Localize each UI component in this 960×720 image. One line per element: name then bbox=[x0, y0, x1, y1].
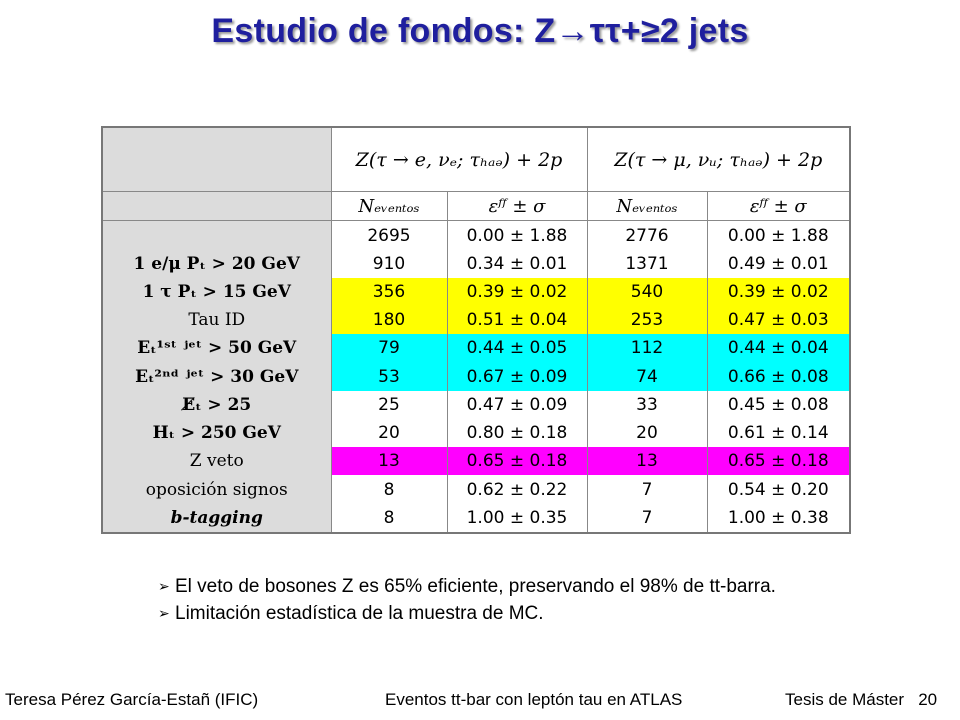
efficiency-cell: 0.47 ± 0.09 bbox=[446, 390, 587, 419]
event-count-cell: 910 bbox=[330, 249, 447, 278]
event-count-cell: 33 bbox=[586, 390, 707, 419]
event-count-cell: 7 bbox=[586, 475, 707, 504]
event-count-cell: 20 bbox=[586, 418, 707, 448]
efficiency-cell: 0.65 ± 0.18 bbox=[706, 447, 851, 476]
table-row: E̸ₜ > 25 25 0.47 ± 0.09 33 0.45 ± 0.08 bbox=[101, 390, 851, 419]
cut-label: oposición signos bbox=[101, 475, 331, 504]
efficiency-cell: 0.51 ± 0.04 bbox=[446, 306, 587, 335]
event-count-cell: 8 bbox=[330, 503, 447, 533]
event-count-cell: 13 bbox=[586, 447, 707, 476]
arrow-bullet-icon: ➢ bbox=[158, 578, 170, 594]
efficiency-cell: 0.66 ± 0.08 bbox=[706, 362, 851, 391]
event-count-cell: 112 bbox=[586, 334, 707, 363]
efficiency-cell: 0.39 ± 0.02 bbox=[706, 277, 851, 307]
table-corner-cell bbox=[101, 191, 331, 222]
efficiency-cell: 0.49 ± 0.01 bbox=[706, 249, 851, 278]
n-events-header-mu: Nₑᵥₑₙₜₒₛ bbox=[586, 191, 707, 222]
table-row: 1 e/μ Pₜ > 20 GeV 910 0.34 ± 0.01 1371 0.49 … bbox=[101, 249, 851, 278]
footer-page-number: 20 bbox=[918, 690, 938, 709]
table-header-columns: Nₑᵥₑₙₜₒₛ εᶠᶠ ± σ Nₑᵥₑₙₜₒₛ εᶠᶠ ± σ bbox=[101, 191, 851, 222]
bullet-list: ➢ El veto de bosones Z es 65% eficiente, … bbox=[158, 573, 878, 627]
efficiency-cell: 0.80 ± 0.18 bbox=[446, 418, 587, 448]
slide-title: Estudio de fondos: Z→ττ+≥2 jets bbox=[211, 12, 749, 50]
event-count-cell: 253 bbox=[586, 306, 707, 335]
n-events-header-e: Nₑᵥₑₙₜₒₛ bbox=[330, 191, 447, 222]
table-row: Tau ID 180 0.51 ± 0.04 253 0.47 ± 0.03 bbox=[101, 306, 851, 335]
footer-thesis: Tesis de Máster 20 bbox=[785, 690, 937, 710]
efficiency-cell: 0.44 ± 0.04 bbox=[706, 334, 851, 363]
cut-label: Z veto bbox=[101, 447, 331, 476]
efficiency-cell: 0.54 ± 0.20 bbox=[706, 475, 851, 504]
bullet-text: Limitación estadística de la muestra de … bbox=[175, 603, 544, 624]
efficiency-cell: 0.45 ± 0.08 bbox=[706, 390, 851, 419]
efficiency-cell: 0.65 ± 0.18 bbox=[446, 447, 587, 476]
table-corner-cell bbox=[101, 127, 331, 193]
cut-label: b-tagging bbox=[101, 503, 331, 533]
efficiency-cell: 0.39 ± 0.02 bbox=[446, 277, 587, 307]
table-row: Eₜ¹ˢᵗ ʲᵉᵗ > 50 GeV 79 0.44 ± 0.05 112 0.44 ±… bbox=[101, 334, 851, 363]
efficiency-cell: 0.44 ± 0.05 bbox=[446, 334, 587, 363]
event-count-cell: 2695 bbox=[330, 220, 447, 250]
event-count-cell: 13 bbox=[330, 447, 447, 476]
channel-e-header: Z(τ → e, νₑ; τₕₐₔ) + 2p bbox=[330, 127, 587, 193]
table-row: b-tagging 8 1.00 ± 0.35 7 1.00 ± 0.38 bbox=[101, 503, 851, 533]
efficiency-header-mu: εᶠᶠ ± σ bbox=[706, 191, 851, 222]
cut-label: E̸ₜ > 25 bbox=[101, 390, 331, 419]
event-count-cell: 74 bbox=[586, 362, 707, 391]
efficiency-cell: 0.61 ± 0.14 bbox=[706, 418, 851, 448]
event-count-cell: 2776 bbox=[586, 220, 707, 250]
event-count-cell: 356 bbox=[330, 277, 447, 307]
channel-mu-header: Z(τ → μ, νᵤ; τₕₐₔ) + 2p bbox=[586, 127, 851, 193]
table-row: 1 τ Pₜ > 15 GeV 356 0.39 ± 0.02 540 0.39 ± 0… bbox=[101, 277, 851, 307]
event-count-cell: 1371 bbox=[586, 249, 707, 278]
event-count-cell: 20 bbox=[330, 418, 447, 448]
cut-label: 1 τ Pₜ > 15 GeV bbox=[101, 277, 331, 307]
table-header-channels: Z(τ → e, νₑ; τₕₐₔ) + 2p Z(τ → μ, νᵤ; τₕₐ… bbox=[101, 127, 851, 193]
event-count-cell: 540 bbox=[586, 277, 707, 307]
table-row: Z veto 13 0.65 ± 0.18 13 0.65 ± 0.18 bbox=[101, 447, 851, 476]
efficiency-header-e: εᶠᶠ ± σ bbox=[446, 191, 587, 222]
event-count-cell: 180 bbox=[330, 306, 447, 335]
footer-thesis-label: Tesis de Máster bbox=[785, 690, 905, 709]
cut-label: Hₜ > 250 GeV bbox=[101, 418, 331, 448]
bullet-text: El veto de bosones Z es 65% eficiente, p… bbox=[175, 576, 776, 597]
arrow-bullet-icon: ➢ bbox=[158, 605, 170, 621]
cut-label: Tau ID bbox=[101, 306, 331, 335]
efficiency-cell: 0.62 ± 0.22 bbox=[446, 475, 587, 504]
efficiency-cell: 1.00 ± 0.35 bbox=[446, 503, 587, 533]
efficiency-cell: 0.00 ± 1.88 bbox=[446, 220, 587, 250]
efficiency-cell: 0.67 ± 0.09 bbox=[446, 362, 587, 391]
cut-label: Eₜ²ⁿᵈ ʲᵉᵗ > 30 GeV bbox=[101, 362, 331, 391]
cut-label: 1 e/μ Pₜ > 20 GeV bbox=[101, 249, 331, 278]
event-count-cell: 25 bbox=[330, 390, 447, 419]
table-row: Eₜ²ⁿᵈ ʲᵉᵗ > 30 GeV 53 0.67 ± 0.09 74 0.66 ± … bbox=[101, 362, 851, 391]
event-count-cell: 53 bbox=[330, 362, 447, 391]
cut-label: Eₜ¹ˢᵗ ʲᵉᵗ > 50 GeV bbox=[101, 334, 331, 363]
event-count-cell: 7 bbox=[586, 503, 707, 533]
footer-topic: Eventos tt-bar con leptón tau en ATLAS bbox=[385, 690, 683, 709]
cut-label bbox=[101, 220, 331, 250]
cutflow-table: Z(τ → e, νₑ; τₕₐₔ) + 2p Z(τ → μ, νᵤ; τₕₐ… bbox=[101, 126, 852, 534]
efficiency-cell: 0.34 ± 0.01 bbox=[446, 249, 587, 278]
event-count-cell: 8 bbox=[330, 475, 447, 504]
efficiency-cell: 0.47 ± 0.03 bbox=[706, 306, 851, 335]
efficiency-cell: 1.00 ± 0.38 bbox=[706, 503, 851, 533]
table-row: oposición signos 8 0.62 ± 0.22 7 0.54 ± 0.20 bbox=[101, 475, 851, 504]
bullet-item: ➢ Limitación estadística de la muestra de… bbox=[158, 600, 878, 627]
table-row: Hₜ > 250 GeV 20 0.80 ± 0.18 20 0.61 ± 0.14 bbox=[101, 418, 851, 448]
bullet-item: ➢ El veto de bosones Z es 65% eficiente, … bbox=[158, 573, 878, 600]
event-count-cell: 79 bbox=[330, 334, 447, 363]
efficiency-cell: 0.00 ± 1.88 bbox=[706, 220, 851, 250]
table-row: 2695 0.00 ± 1.88 2776 0.00 ± 1.88 bbox=[101, 220, 851, 250]
footer-author: Teresa Pérez García-Estañ (IFIC) bbox=[5, 690, 259, 709]
